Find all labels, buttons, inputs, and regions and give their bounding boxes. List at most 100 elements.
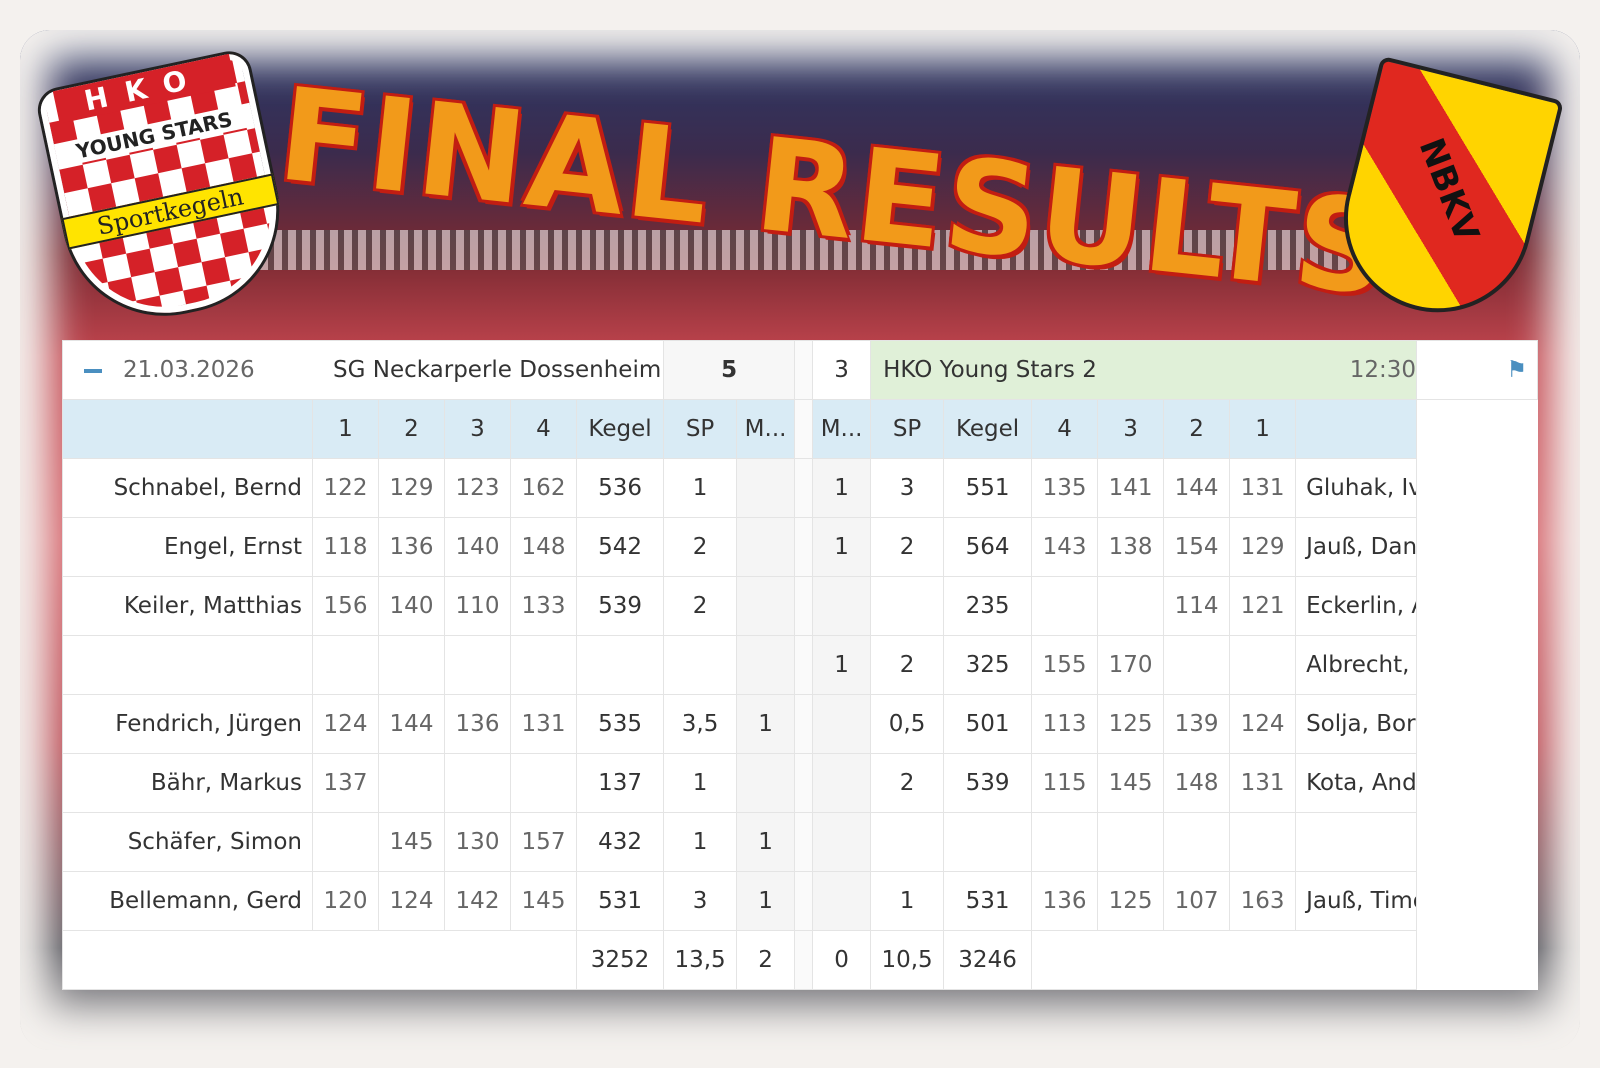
table-row: Schnabel, Bernd 122 129 123 162 536 1 1 3 551 135 1…	[62, 458, 1538, 518]
home-mp: 1	[736, 694, 796, 754]
guest-kegel: 531	[943, 871, 1033, 931]
header-empty	[1295, 399, 1418, 459]
flag-icon[interactable]: ⚑	[1416, 340, 1538, 400]
home-player-name: Keiler, Matthias	[62, 576, 313, 636]
home-lane-score: 145	[378, 812, 445, 872]
home-sp: 1	[663, 458, 738, 518]
home-lane-score	[510, 753, 577, 813]
guest-lane-score: 114	[1163, 576, 1231, 636]
home-kegel: 535	[575, 694, 665, 754]
guest-lane-score: 138	[1097, 517, 1165, 577]
table-row: Bähr, Markus 137 137 1 2 539 115 145 148 131 Kota,…	[62, 753, 1538, 813]
guest-lane-score: 125	[1097, 694, 1165, 754]
home-mp: 1	[736, 871, 796, 931]
guest-lane-score: 129	[1229, 517, 1297, 577]
guest-lane-score: 141	[1097, 458, 1165, 518]
guest-lane-score: 136	[1031, 871, 1099, 931]
home-lane-score: 110	[444, 576, 511, 636]
guest-sp: 1	[870, 871, 945, 931]
home-lane-score	[510, 635, 577, 695]
home-lane-score: 145	[510, 871, 577, 931]
home-player-name: Bähr, Markus	[62, 753, 313, 813]
guest-sp: 3	[870, 458, 945, 518]
match-info: 21.03.2026 SG Neckarperle Dossenheim 2	[61, 340, 665, 400]
guest-lane-score: 163	[1229, 871, 1297, 931]
home-mp	[736, 517, 796, 577]
home-lane-score	[444, 635, 511, 695]
home-mp	[736, 576, 796, 636]
guest-lane-score: 155	[1031, 635, 1099, 695]
guest-sp: 2	[870, 517, 945, 577]
column-header: Kegel	[575, 399, 665, 459]
guest-sp: 0,5	[870, 694, 945, 754]
home-lane-score: 157	[510, 812, 577, 872]
column-header: 3	[444, 399, 511, 459]
table-row: Schäfer, Simon 145 130 157 432 1 1	[62, 812, 1538, 872]
home-sp: 3,5	[663, 694, 738, 754]
home-sp: 1	[663, 753, 738, 813]
guest-lane-score	[1097, 576, 1165, 636]
home-lane-score: 124	[378, 871, 445, 931]
home-total-kegel: 3252	[575, 930, 665, 990]
logo-text: NBKV	[1410, 132, 1487, 248]
guest-mp: 1	[812, 458, 872, 518]
guest-lane-score: 170	[1097, 635, 1165, 695]
column-header: 1	[1229, 399, 1297, 459]
guest-kegel: 501	[943, 694, 1033, 754]
column-header: M...	[736, 399, 796, 459]
guest-lane-score: 107	[1163, 871, 1231, 931]
guest-kegel: 235	[943, 576, 1033, 636]
home-kegel: 542	[575, 517, 665, 577]
guest-mp	[812, 871, 872, 931]
home-lane-score: 118	[312, 517, 379, 577]
totals-empty	[62, 930, 577, 990]
guest-lane-score	[1229, 635, 1297, 695]
match-time: 12:30	[1349, 357, 1417, 383]
results-table-panel: 21.03.2026 SG Neckarperle Dossenheim 2 5 …	[61, 340, 1538, 990]
guest-mp	[812, 576, 872, 636]
home-lane-score	[378, 753, 445, 813]
home-lane-score	[378, 635, 445, 695]
table-row: Engel, Ernst 118 136 140 148 542 2 1 2 564 143 138 1…	[62, 517, 1538, 577]
guest-team-cell: HKO Young Stars 2 12:30	[870, 340, 1418, 400]
table-row: Bellemann, Gerd 120 124 142 145 531 3 1 1 531 136 1…	[62, 871, 1538, 931]
guest-player-name	[1295, 812, 1418, 872]
column-header-row: 1 2 3 4 Kegel SP M... M... SP Kegel 4 3 2 1	[62, 399, 1538, 459]
guest-player-name: Gluhak, Ivan	[1295, 458, 1418, 518]
guest-kegel: 551	[943, 458, 1033, 518]
guest-lane-score: 135	[1031, 458, 1099, 518]
guest-mp: 1	[812, 517, 872, 577]
home-lane-score: 156	[312, 576, 379, 636]
guest-sp: 2	[870, 753, 945, 813]
guest-mp: 1	[812, 635, 872, 695]
guest-score: 3	[812, 340, 872, 400]
home-lane-score: 122	[312, 458, 379, 518]
divider	[794, 517, 814, 577]
guest-lane-score	[1031, 812, 1099, 872]
column-header: 1	[312, 399, 379, 459]
divider	[794, 930, 814, 990]
guest-lane-score: 144	[1163, 458, 1231, 518]
guest-lane-score	[1163, 635, 1231, 695]
guest-lane-score	[1031, 576, 1099, 636]
home-lane-score: 129	[378, 458, 445, 518]
guest-kegel: 564	[943, 517, 1033, 577]
guest-lane-score	[1229, 812, 1297, 872]
guest-lane-score: 145	[1097, 753, 1165, 813]
guest-lane-score: 143	[1031, 517, 1099, 577]
home-player-name: Schnabel, Bernd	[62, 458, 313, 518]
minus-icon[interactable]	[64, 357, 123, 383]
guest-player-name: Eckerlin, Andreas	[1295, 576, 1418, 636]
home-kegel: 137	[575, 753, 665, 813]
guest-sp: 2	[870, 635, 945, 695]
guest-kegel	[943, 812, 1033, 872]
guest-sp	[870, 812, 945, 872]
divider	[794, 635, 814, 695]
home-sp: 3	[663, 871, 738, 931]
home-lane-score	[312, 812, 379, 872]
home-score: 5	[663, 340, 796, 400]
home-lane-score: 123	[444, 458, 511, 518]
home-lane-score: 148	[510, 517, 577, 577]
divider	[794, 753, 814, 813]
guest-lane-score: 148	[1163, 753, 1231, 813]
